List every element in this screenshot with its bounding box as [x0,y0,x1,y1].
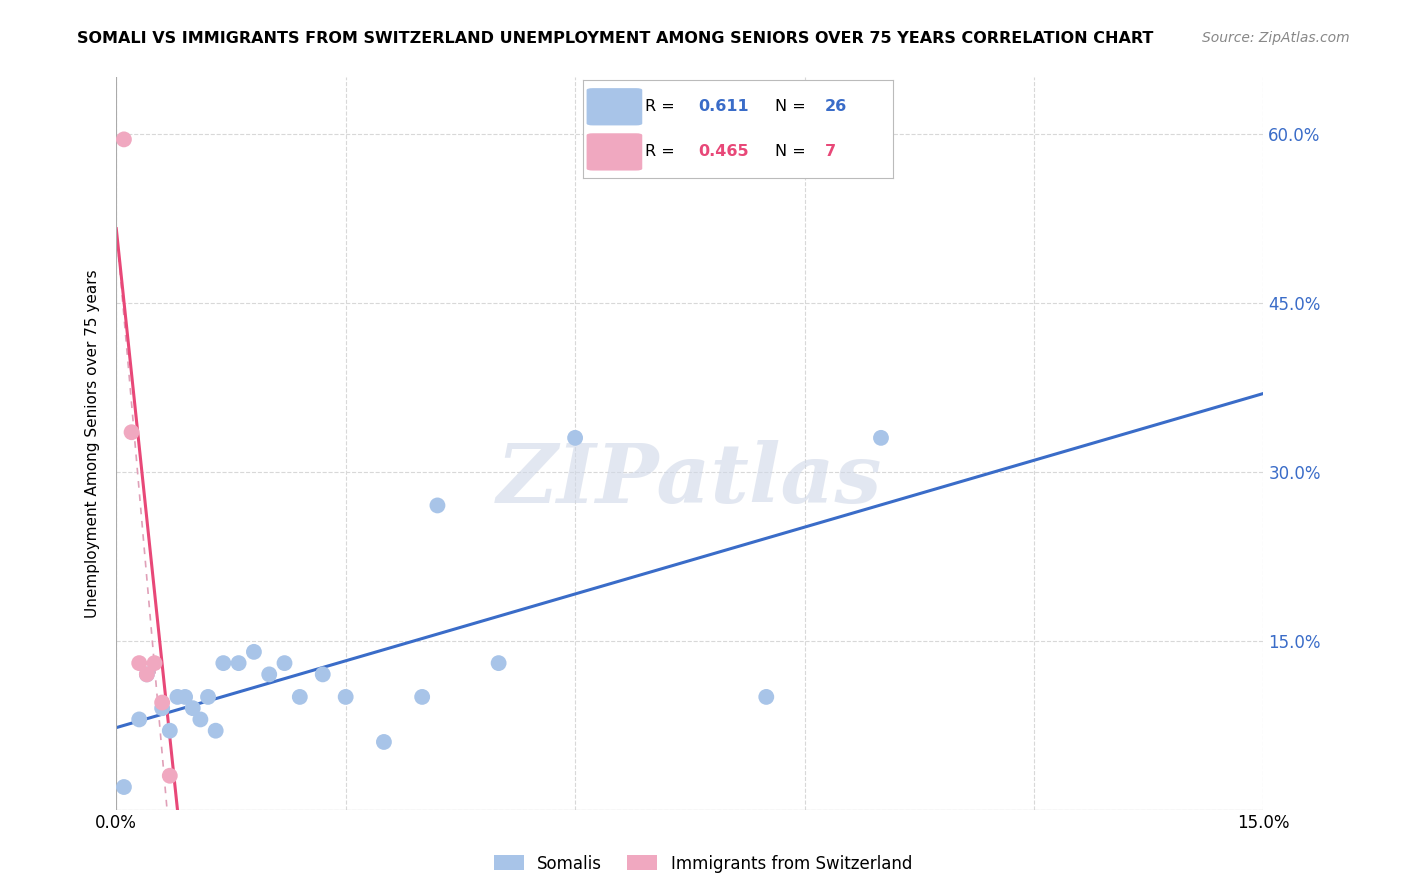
Point [166,690,188,704]
Point [174,690,197,704]
Text: 0.465: 0.465 [697,145,748,160]
Point [312,667,335,681]
Text: ZIPatlas: ZIPatlas [498,440,883,520]
Point [228,656,250,670]
Legend: Somalis, Immigrants from Switzerland: Somalis, Immigrants from Switzerland [488,848,918,880]
Point [257,667,280,681]
FancyBboxPatch shape [586,88,643,126]
Point [150,696,173,710]
Point [426,499,449,513]
Point [411,690,433,704]
Text: Source: ZipAtlas.com: Source: ZipAtlas.com [1202,31,1350,45]
Point [335,690,357,704]
Point [190,713,212,727]
Text: 26: 26 [825,99,846,114]
Point [159,723,181,738]
Y-axis label: Unemployment Among Seniors over 75 years: Unemployment Among Seniors over 75 years [86,269,100,618]
Point [870,431,893,445]
Point [135,667,157,681]
Text: 7: 7 [825,145,837,160]
Point [135,667,157,681]
Point [143,656,166,670]
Point [181,701,204,715]
Point [273,656,295,670]
Text: N =: N = [775,145,806,160]
Text: SOMALI VS IMMIGRANTS FROM SWITZERLAND UNEMPLOYMENT AMONG SENIORS OVER 75 YEARS C: SOMALI VS IMMIGRANTS FROM SWITZERLAND UN… [77,31,1154,46]
Point [755,690,778,704]
Point [564,431,586,445]
Point [112,780,135,794]
Point [197,690,219,704]
Point [243,645,266,659]
Point [128,656,150,670]
Point [128,713,150,727]
Point [121,425,143,440]
Text: R =: R = [645,99,675,114]
Text: R =: R = [645,145,675,160]
Point [212,656,235,670]
Text: 0.611: 0.611 [697,99,748,114]
Point [373,735,395,749]
Point [159,769,181,783]
Point [150,701,173,715]
FancyBboxPatch shape [586,133,643,170]
Point [112,132,135,146]
Text: N =: N = [775,99,806,114]
Point [204,723,226,738]
Point [488,656,510,670]
Point [288,690,311,704]
